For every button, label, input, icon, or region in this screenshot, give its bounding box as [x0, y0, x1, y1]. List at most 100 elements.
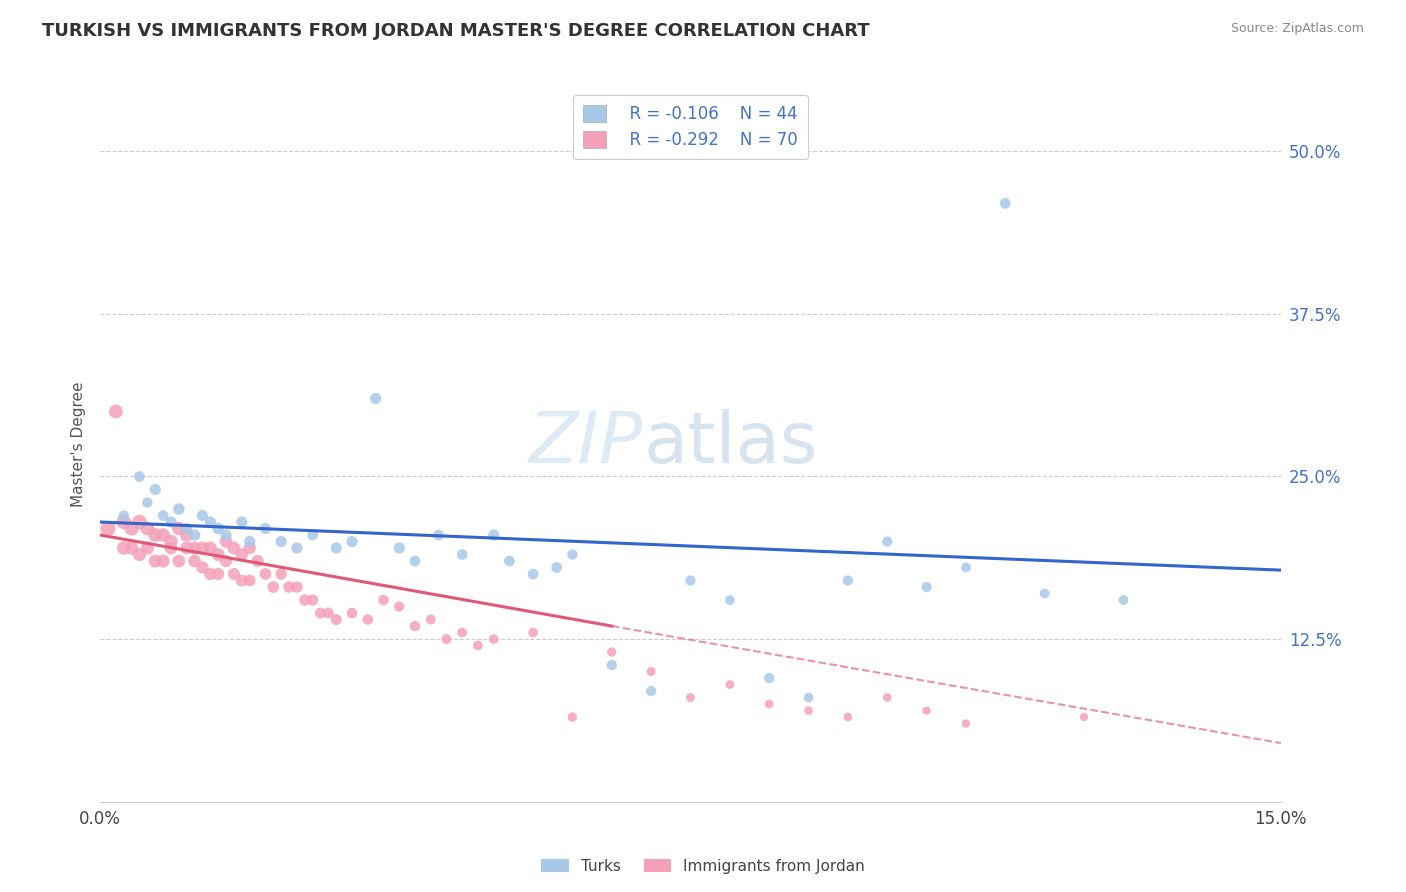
Point [112, 515, 135, 529]
Point [128, 469, 150, 483]
Point [301, 528, 323, 542]
Point [167, 522, 190, 536]
Point [718, 593, 741, 607]
Legend: Turks, Immigrants from Jordan: Turks, Immigrants from Jordan [534, 853, 872, 880]
Point [231, 548, 253, 562]
Point [600, 658, 623, 673]
Point [1073, 710, 1095, 724]
Point [200, 567, 222, 582]
Point [679, 690, 702, 705]
Point [340, 534, 363, 549]
Point [285, 580, 308, 594]
Point [254, 522, 277, 536]
Point [278, 580, 301, 594]
Point [357, 613, 380, 627]
Point [160, 541, 183, 555]
Point [451, 548, 474, 562]
Point [191, 508, 214, 523]
Point [427, 528, 450, 542]
Point [270, 567, 292, 582]
Point [152, 528, 174, 542]
Point [222, 567, 245, 582]
Point [152, 554, 174, 568]
Point [136, 495, 159, 509]
Text: Source: ZipAtlas.com: Source: ZipAtlas.com [1230, 22, 1364, 36]
Point [176, 541, 198, 555]
Point [373, 593, 395, 607]
Point [215, 528, 238, 542]
Point [640, 665, 662, 679]
Point [325, 613, 347, 627]
Point [191, 541, 214, 555]
Y-axis label: Master's Degree: Master's Degree [72, 381, 86, 507]
Text: ZIP: ZIP [529, 409, 644, 478]
Point [160, 534, 183, 549]
Point [797, 690, 820, 705]
Point [239, 574, 262, 588]
Point [388, 541, 411, 555]
Point [215, 534, 238, 549]
Point [522, 567, 544, 582]
Point [1033, 586, 1056, 600]
Point [758, 671, 780, 685]
Point [183, 554, 205, 568]
Point [183, 541, 205, 555]
Point [231, 515, 253, 529]
Text: atlas: atlas [644, 409, 818, 478]
Point [561, 710, 583, 724]
Point [388, 599, 411, 614]
Point [679, 574, 702, 588]
Point [301, 593, 323, 607]
Point [191, 560, 214, 574]
Point [112, 541, 135, 555]
Point [285, 541, 308, 555]
Point [239, 534, 262, 549]
Point [136, 541, 159, 555]
Point [955, 716, 977, 731]
Point [167, 554, 190, 568]
Point [309, 606, 332, 620]
Point [104, 404, 127, 418]
Point [436, 632, 458, 646]
Point [994, 196, 1017, 211]
Point [640, 684, 662, 698]
Point [143, 483, 166, 497]
Point [136, 522, 159, 536]
Point [270, 534, 292, 549]
Point [546, 560, 568, 574]
Point [876, 534, 898, 549]
Point [222, 541, 245, 555]
Point [121, 522, 143, 536]
Point [915, 704, 938, 718]
Point [200, 515, 222, 529]
Point [152, 508, 174, 523]
Point [128, 515, 150, 529]
Point [340, 606, 363, 620]
Point [318, 606, 340, 620]
Point [160, 515, 183, 529]
Point [176, 522, 198, 536]
Point [325, 541, 347, 555]
Point [215, 554, 238, 568]
Point [231, 574, 253, 588]
Point [1112, 593, 1135, 607]
Point [600, 645, 623, 659]
Point [404, 619, 426, 633]
Point [207, 522, 229, 536]
Point [837, 574, 859, 588]
Point [246, 554, 269, 568]
Point [522, 625, 544, 640]
Point [837, 710, 859, 724]
Point [467, 639, 489, 653]
Point [143, 528, 166, 542]
Point [498, 554, 520, 568]
Legend:   R = -0.106    N = 44,   R = -0.292    N = 70: R = -0.106 N = 44, R = -0.292 N = 70 [572, 95, 808, 160]
Point [561, 548, 583, 562]
Point [207, 567, 229, 582]
Point [482, 632, 505, 646]
Point [262, 580, 284, 594]
Point [482, 528, 505, 542]
Point [451, 625, 474, 640]
Point [797, 704, 820, 718]
Point [915, 580, 938, 594]
